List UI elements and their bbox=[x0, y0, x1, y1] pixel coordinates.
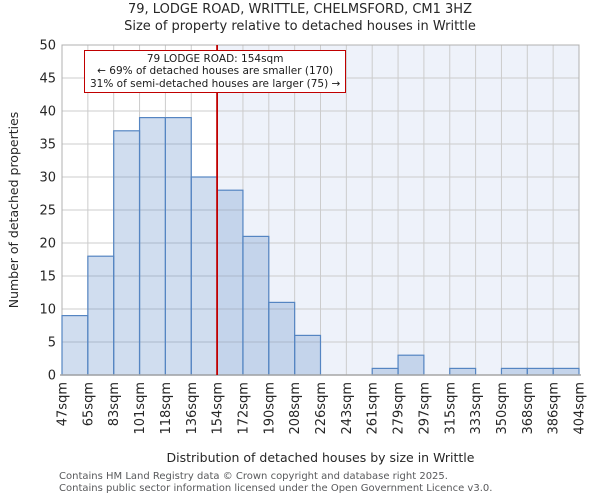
x-tick-label: 118sqm bbox=[159, 382, 174, 435]
histogram-bar bbox=[87, 255, 115, 376]
footer-licence-line: Contains public sector information licen… bbox=[59, 482, 493, 494]
x-tick-label: 190sqm bbox=[262, 382, 277, 435]
y-tick-label: 35 bbox=[39, 138, 56, 153]
x-tick-label: 350sqm bbox=[495, 382, 510, 435]
histogram-bar bbox=[61, 315, 89, 376]
x-tick-label: 226sqm bbox=[314, 382, 329, 435]
x-tick-label: 208sqm bbox=[288, 382, 303, 435]
x-tick-label: 65sqm bbox=[81, 382, 96, 426]
histogram-bar bbox=[526, 367, 554, 376]
x-tick-label: 172sqm bbox=[236, 382, 251, 435]
histogram-bar bbox=[294, 334, 322, 376]
y-tick-label: 20 bbox=[39, 237, 56, 252]
x-tick-label: 386sqm bbox=[547, 382, 562, 435]
x-tick-label: 261sqm bbox=[366, 382, 381, 435]
footer: Contains HM Land Registry data © Crown c… bbox=[59, 471, 492, 494]
histogram-bar bbox=[138, 116, 167, 376]
x-tick-label: 136sqm bbox=[185, 382, 200, 435]
x-tick-label: 243sqm bbox=[340, 382, 355, 435]
y-tick-label: 15 bbox=[39, 270, 56, 285]
histogram-bar bbox=[242, 235, 270, 376]
histogram-bar bbox=[164, 116, 192, 376]
annotation-larger-stat: 31% of semi-detached houses are larger (… bbox=[90, 77, 341, 90]
annotation-smaller-stat: ← 69% of detached houses are smaller (17… bbox=[97, 65, 334, 78]
x-tick-label: 368sqm bbox=[521, 382, 536, 435]
footer-copyright-line: Contains HM Land Registry data © Crown c… bbox=[59, 471, 448, 482]
x-tick-label: 333sqm bbox=[469, 382, 484, 435]
histogram-bar bbox=[268, 301, 296, 376]
y-tick-label: 25 bbox=[39, 204, 56, 219]
x-tick-label: 101sqm bbox=[133, 382, 148, 435]
x-axis-label: Distribution of detached houses by size … bbox=[167, 450, 475, 465]
histogram-bar bbox=[216, 189, 244, 376]
x-tick-label: 315sqm bbox=[443, 382, 458, 435]
y-tick-label: 30 bbox=[39, 171, 56, 186]
x-tick-label: 279sqm bbox=[392, 382, 407, 435]
annotation-property-label: 79 LODGE ROAD: 154sqm bbox=[146, 53, 284, 65]
chart-subtitle: Size of property relative to detached ho… bbox=[124, 19, 476, 34]
histogram-bar bbox=[113, 130, 141, 376]
y-tick-label: 45 bbox=[39, 72, 56, 87]
chart-title: 79, LODGE ROAD, WRITTLE, CHELMSFORD, CM1… bbox=[128, 2, 472, 17]
y-tick-label: 10 bbox=[39, 303, 56, 318]
y-tick-label: 0 bbox=[48, 369, 56, 384]
y-tick-label: 50 bbox=[39, 39, 56, 54]
y-axis-label: Number of detached properties bbox=[6, 112, 21, 309]
histogram-bar bbox=[500, 367, 528, 376]
x-tick-label: 297sqm bbox=[417, 382, 432, 435]
y-tick-label: 5 bbox=[48, 336, 56, 351]
histogram-bar bbox=[190, 176, 218, 376]
histogram-bar bbox=[552, 367, 580, 376]
histogram-bar bbox=[397, 354, 425, 376]
x-tick-label: 154sqm bbox=[211, 382, 226, 435]
histogram-bar bbox=[371, 367, 399, 376]
histogram-bar bbox=[449, 367, 477, 376]
x-tick-label: 83sqm bbox=[107, 382, 122, 426]
annotation-box: 79 LODGE ROAD: 154sqm ← 69% of detached … bbox=[84, 50, 347, 94]
x-tick-label: 47sqm bbox=[56, 382, 71, 426]
y-tick-label: 40 bbox=[39, 105, 56, 120]
x-tick-label: 404sqm bbox=[573, 382, 588, 435]
